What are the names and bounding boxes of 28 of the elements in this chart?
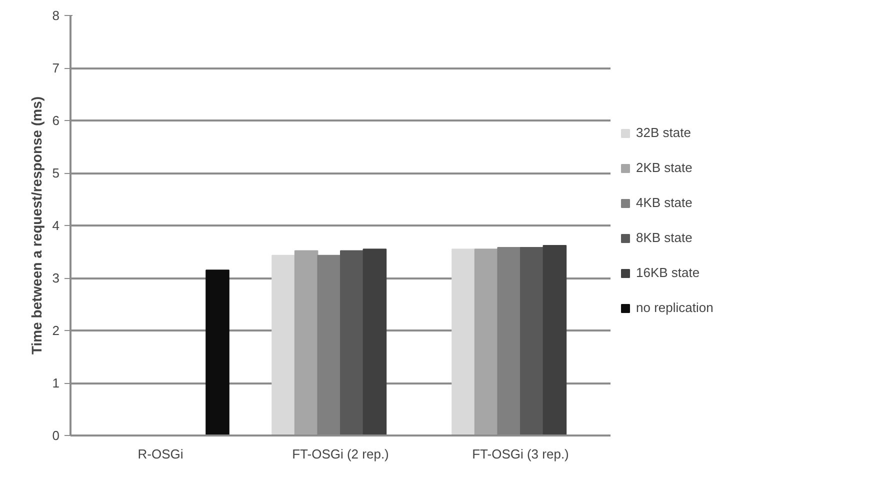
y-tick-label: 0 (52, 428, 60, 443)
y-tick-label: 3 (52, 270, 60, 286)
x-tick-label: FT-OSGi (2 rep.) (292, 446, 389, 462)
bar (294, 250, 318, 436)
legend-label: 4KB state (636, 195, 692, 210)
bar (206, 270, 230, 436)
legend-label: 8KB state (636, 230, 692, 245)
bar (272, 254, 296, 436)
bar (452, 248, 476, 436)
legend-label: 32B state (636, 125, 691, 140)
y-tick-label: 5 (52, 166, 60, 180)
y-tick-label: 6 (52, 113, 60, 128)
legend-label: 16KB state (636, 265, 700, 280)
x-tick-label: FT-OSGi (3 rep.) (472, 446, 569, 462)
legend-label: 2KB state (636, 160, 692, 175)
bar (362, 248, 387, 436)
y-tick-label: 1 (52, 376, 60, 390)
bar (474, 248, 498, 436)
y-tick-label: 7 (52, 60, 60, 76)
y-tick-label: 4 (52, 218, 60, 233)
y-tick-label: 2 (52, 323, 60, 338)
y-axis-title: Time between a request/response (ms) (28, 96, 44, 355)
x-tick-label: R-OSGi (138, 446, 184, 462)
y-tick-label: 8 (52, 8, 60, 23)
legend-label: no replication (636, 300, 714, 315)
bar (542, 244, 567, 436)
bar (520, 247, 544, 436)
bar (340, 250, 364, 436)
